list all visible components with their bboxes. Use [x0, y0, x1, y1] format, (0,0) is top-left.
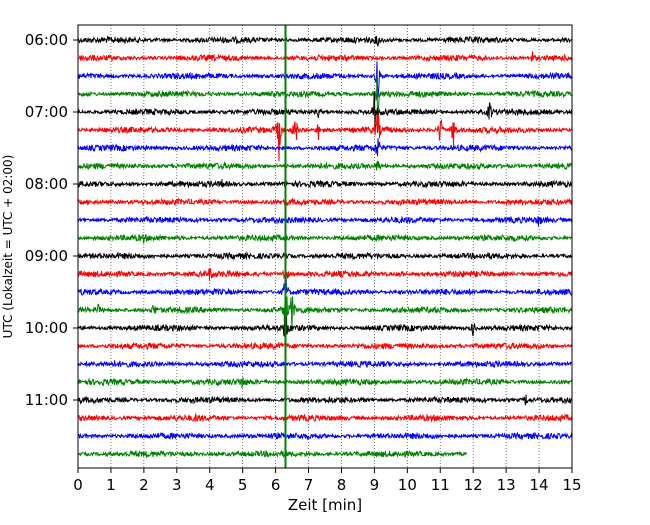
x-tick-label: 0	[73, 476, 83, 494]
x-tick-label: 3	[172, 476, 182, 494]
y-axis-ticks: 06:00 07:00 08:00 09:00 10:00 11:00	[25, 31, 78, 409]
trace-line	[77, 179, 573, 189]
trace-line	[77, 197, 573, 207]
trace-line	[77, 233, 573, 244]
x-tick-label: 4	[205, 476, 215, 494]
y-tick-label: 06:00	[25, 31, 68, 49]
trace-line	[77, 394, 573, 406]
y-tick-label: 10:00	[25, 319, 68, 337]
x-tick-label: 8	[337, 476, 347, 494]
x-tick-label: 11	[431, 476, 450, 494]
x-tick-label: 5	[238, 476, 248, 494]
trace-line	[77, 92, 573, 128]
trace-line	[77, 377, 573, 388]
trace-line	[77, 61, 573, 98]
y-tick-label: 07:00	[25, 103, 68, 121]
y-tick-label: 09:00	[25, 247, 68, 265]
x-tick-label: 10	[398, 476, 417, 494]
seismic-traces	[77, 35, 573, 459]
trace-line	[77, 160, 573, 171]
x-tick-label: 14	[530, 476, 549, 494]
x-tick-label: 7	[304, 476, 314, 494]
y-tick-label: 11:00	[25, 391, 68, 409]
trace-line	[77, 272, 573, 300]
grid-lines	[110, 25, 540, 468]
trace-line	[77, 341, 573, 351]
x-tick-label: 9	[370, 476, 380, 494]
trace-line	[77, 35, 573, 47]
trace-line	[77, 431, 573, 441]
y-tick-label: 08:00	[25, 175, 68, 193]
trace-line	[77, 314, 573, 337]
y-axis-label: UTC (Lokalzeit = UTC + 02:00)	[1, 155, 15, 339]
trace-line	[77, 267, 573, 282]
x-tick-label: 12	[464, 476, 483, 494]
trace-line	[77, 138, 573, 157]
trace-line	[77, 51, 573, 63]
x-tick-label: 13	[497, 476, 516, 494]
x-axis-label: Zeit [min]	[288, 496, 362, 514]
x-tick-label: 2	[139, 476, 149, 494]
trace-line	[77, 73, 573, 124]
trace-line	[77, 296, 573, 335]
x-axis-ticks: 0 1 2 3 4 5 6 7 8 9 10 11 12 13 14 15	[73, 468, 582, 494]
trace-line	[77, 359, 573, 369]
x-tick-label: 1	[106, 476, 116, 494]
trace-line	[77, 251, 573, 261]
trace-line	[77, 449, 467, 459]
trace-line	[77, 412, 573, 423]
x-tick-label: 6	[271, 476, 281, 494]
plot-frame	[77, 24, 573, 469]
trace-line	[77, 215, 573, 227]
trace-line	[77, 114, 573, 162]
x-tick-label: 15	[562, 476, 581, 494]
